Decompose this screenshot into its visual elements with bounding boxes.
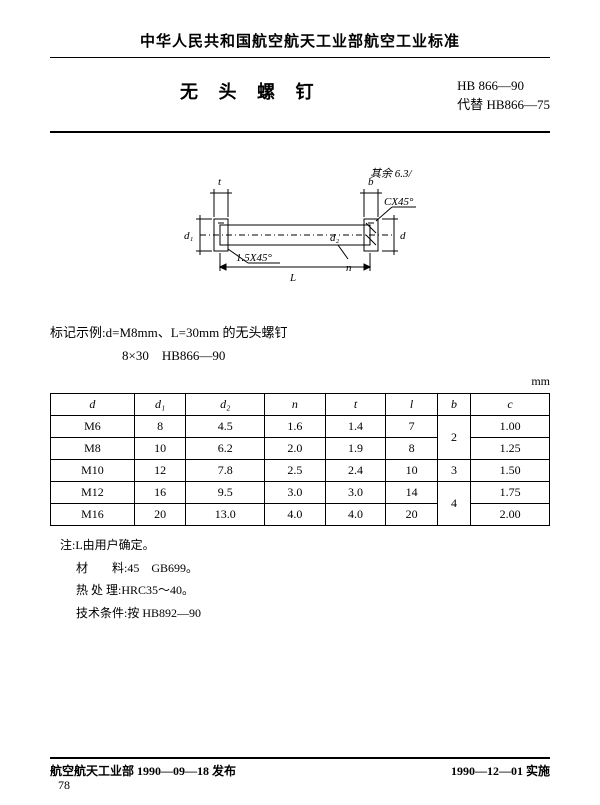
table-row: M162013.04.04.0202.00 — [51, 503, 550, 525]
footer-row: 航空航天工业部 1990—09—18 发布 1990—12—01 实施 — [50, 762, 550, 779]
example-line2: 8×30 HB866—90 — [50, 344, 550, 367]
table-cell: 3 — [437, 459, 470, 481]
std-code: HB 866—90 — [457, 78, 550, 94]
table-cell: M8 — [51, 437, 135, 459]
dim-L: L — [289, 272, 296, 284]
tech-label: 技术条件: — [76, 606, 127, 620]
col-header: t — [325, 393, 386, 415]
table-cell: 9.5 — [186, 481, 265, 503]
table-cell: M6 — [51, 415, 135, 437]
table-cell: 14 — [386, 481, 438, 503]
footer-right: 1990—12—01 实施 — [451, 762, 550, 779]
col-header: d₁ — [134, 393, 186, 415]
table-cell: 1.4 — [325, 415, 386, 437]
table-cell: 1.9 — [325, 437, 386, 459]
dim-d: d — [400, 230, 406, 242]
table-row: M10127.82.52.41031.50 — [51, 459, 550, 481]
table-cell: 4.5 — [186, 415, 265, 437]
thick-rule-top — [50, 131, 550, 133]
table-cell: 13.0 — [186, 503, 265, 525]
col-header: b — [437, 393, 470, 415]
heat-label: 热 处 理: — [76, 583, 121, 597]
table-cell: 3.0 — [265, 481, 326, 503]
standard-codes: HB 866—90 代替 HB866—75 — [457, 78, 550, 113]
page-title: 无 头 螺 钉 — [180, 78, 322, 104]
table-cell: 2.00 — [471, 503, 550, 525]
table-cell: 1.75 — [471, 481, 550, 503]
notes-block: 注:L由用户确定。 材 料:45 GB699。 热 处 理:HRC35～40。 … — [50, 534, 550, 625]
col-header: d₂ — [186, 393, 265, 415]
col-header: d — [51, 393, 135, 415]
chamfer-left-label: 1.5X45° — [236, 252, 272, 264]
replaces-code: HB866—75 — [486, 97, 550, 112]
table-cell: 2.5 — [265, 459, 326, 481]
note-1: 注:L由用户确定。 — [50, 534, 550, 557]
table-cell: 6.2 — [186, 437, 265, 459]
header-rule — [50, 57, 550, 58]
table-cell: 7.8 — [186, 459, 265, 481]
material-label: 材 料: — [76, 561, 127, 575]
table-cell: 2.4 — [325, 459, 386, 481]
material-value: 45 GB699。 — [127, 561, 198, 575]
table-cell: 2.0 — [265, 437, 326, 459]
technical-diagram: t b d₁ d₂ d L n 1.5X45° CX45° 其余 6.3/ — [50, 163, 550, 303]
table-row: M12169.53.03.01441.75 — [51, 481, 550, 503]
table-cell: 8 — [134, 415, 186, 437]
table-cell: 1.00 — [471, 415, 550, 437]
dim-t: t — [218, 176, 222, 188]
title-row: 无 头 螺 钉 HB 866—90 代替 HB866—75 — [50, 78, 550, 113]
table-cell: 20 — [134, 503, 186, 525]
table-cell: 4.0 — [265, 503, 326, 525]
marking-example: 标记示例:d=M8mm、L=30mm 的无头螺钉 8×30 HB866—90 — [50, 321, 550, 368]
table-cell: 3.0 — [325, 481, 386, 503]
table-cell: 4 — [437, 481, 470, 525]
footer-rule — [50, 757, 550, 759]
table-cell: 7 — [386, 415, 438, 437]
table-cell: 10 — [386, 459, 438, 481]
example-line1: 标记示例:d=M8mm、L=30mm 的无头螺钉 — [50, 321, 550, 344]
table-cell: M10 — [51, 459, 135, 481]
page-number: 78 — [58, 778, 70, 793]
table-cell: 10 — [134, 437, 186, 459]
table-cell: 4.0 — [325, 503, 386, 525]
table-cell: 2 — [437, 415, 470, 459]
spec-table: dd₁d₂ntlbc M684.51.61.4721.00M8106.22.01… — [50, 393, 550, 526]
tech-value: 按 HB892—90 — [127, 606, 201, 620]
heat-value: HRC35～40。 — [121, 583, 194, 597]
col-header: n — [265, 393, 326, 415]
table-cell: 1.6 — [265, 415, 326, 437]
table-cell: 8 — [386, 437, 438, 459]
table-cell: 1.25 — [471, 437, 550, 459]
replaces-label: 代替 — [457, 97, 483, 112]
table-cell: 20 — [386, 503, 438, 525]
surface-note: 其余 6.3/ — [370, 167, 412, 180]
table-cell: 1.50 — [471, 459, 550, 481]
table-row: M8106.22.01.98 1.25 — [51, 437, 550, 459]
table-cell: M16 — [51, 503, 135, 525]
footer-left: 航空航天工业部 1990—09—18 发布 — [50, 762, 236, 779]
dim-d2: d₂ — [330, 232, 340, 244]
col-header: l — [386, 393, 438, 415]
table-cell: 12 — [134, 459, 186, 481]
table-row: M684.51.61.4721.00 — [51, 415, 550, 437]
table-cell: 16 — [134, 481, 186, 503]
dim-d1: d₁ — [184, 230, 194, 242]
unit-label: mm — [50, 374, 550, 389]
dim-n: n — [346, 262, 352, 274]
chamfer-right-label: CX45° — [384, 196, 414, 208]
table-cell: M12 — [51, 481, 135, 503]
col-header: c — [471, 393, 550, 415]
org-heading: 中华人民共和国航空航天工业部航空工业标准 — [50, 30, 550, 51]
